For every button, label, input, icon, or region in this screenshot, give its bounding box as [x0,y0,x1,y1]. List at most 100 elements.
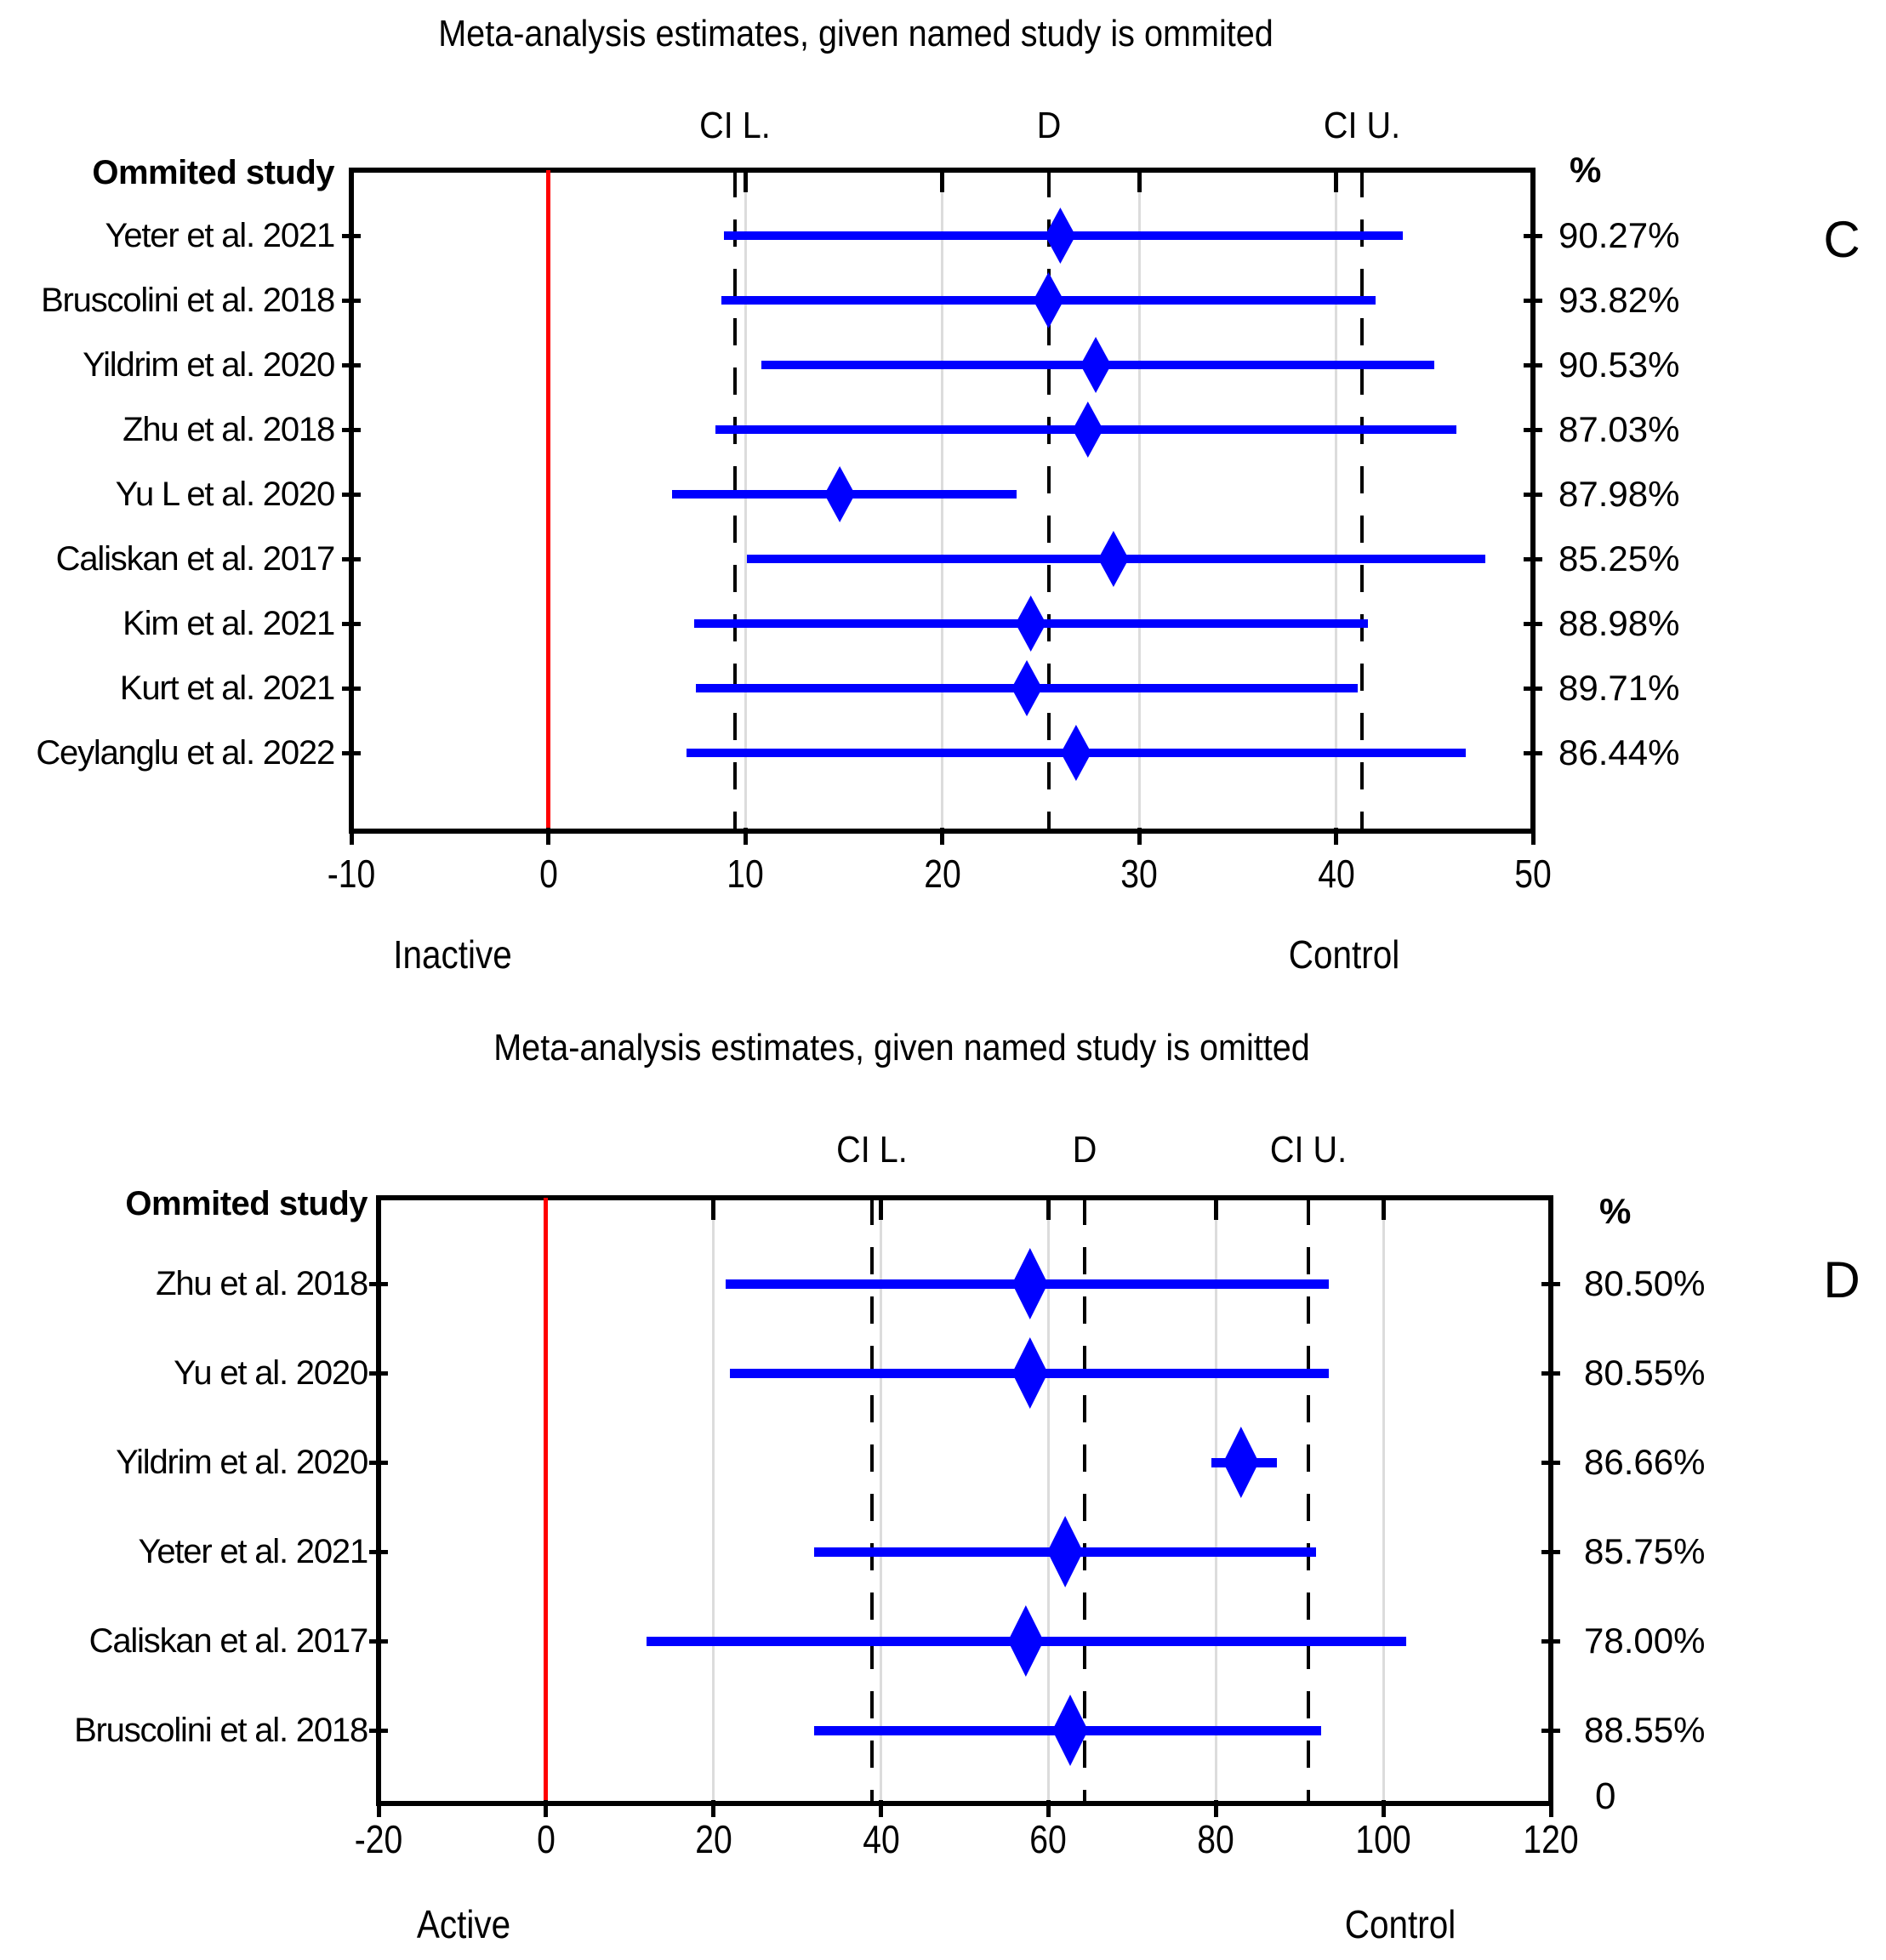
row-tick-left [342,427,361,432]
weight-value: 87.98% [1558,474,1680,514]
gridline [880,1198,883,1803]
panel-d-letter: D [1823,1251,1860,1308]
x-axis-tick [546,828,550,845]
panel-d-plot-area [376,1195,1553,1806]
row-tick-left [369,1549,388,1554]
row-tick-left [342,362,361,368]
top-axis-tick [1334,170,1338,192]
weight-value: 88.55% [1584,1710,1706,1750]
row-tick-left [342,686,361,691]
row-tick-left [369,1638,388,1644]
weight-value: 78.00% [1584,1621,1706,1661]
row-tick-right [1524,621,1542,626]
gridline [1046,1198,1050,1803]
x-tick-label: 40 [862,1817,900,1861]
panel-d-omitted-study-header: Ommited study [125,1185,368,1222]
x-tick-label: 100 [1355,1817,1411,1861]
x-tick-label: -20 [354,1817,403,1861]
weight-value: 80.55% [1584,1353,1706,1393]
panel-d-percent-header: % [1599,1191,1632,1231]
weight-value: 90.53% [1558,345,1680,385]
dashed-ci-lower-line [733,170,738,831]
x-tick-label: -10 [327,852,376,896]
x-axis-tick [879,1800,884,1817]
weight-value: 85.25% [1558,538,1680,578]
x-axis-tick [376,1800,381,1817]
gridline [1335,170,1337,831]
top-axis-tick [711,1198,716,1220]
row-tick-left [342,750,361,755]
zero-reference-line [544,1198,549,1803]
row-tick-right [1524,298,1542,303]
top-axis-tick [1046,1198,1051,1220]
row-tick-right [1524,427,1542,432]
panel-c-header-ci-lower: CI L. [699,105,772,146]
gridline [1137,170,1141,831]
x-axis-tick [349,828,354,845]
dashed-ci-upper-line [1306,1198,1310,1803]
x-tick-label: 0 [536,1817,556,1861]
x-axis-tick [1334,828,1338,845]
x-tick-label: 120 [1523,1817,1579,1861]
panel-c-axis-label-left: Inactive [393,932,512,977]
row-tick-left [369,1460,388,1465]
weight-value: 86.66% [1584,1442,1706,1482]
dashed-ci-upper-line [1359,170,1364,831]
row-tick-left [342,298,361,303]
weight-value: 80.50% [1584,1263,1706,1303]
x-axis-tick [544,1800,549,1817]
x-tick-label: 80 [1197,1817,1235,1861]
panel-d-axis-label-right: Control [1344,1902,1456,1946]
top-axis-tick [743,170,748,192]
x-tick-label: 10 [726,852,764,896]
study-label: Caliskan et al. 2017 [88,1622,369,1660]
zero-reference-line [546,170,550,831]
x-axis-tick [1137,828,1142,845]
row-tick-right [1524,750,1542,755]
row-tick-right [1541,1460,1560,1465]
weight-value: 88.98% [1558,603,1680,643]
x-axis-tick [1530,828,1536,845]
row-tick-right [1524,362,1542,368]
row-tick-left [369,1370,388,1376]
gridline [1214,1198,1217,1803]
row-tick-left [342,621,361,626]
study-label: Ceylanglu et al. 2022 [36,734,335,772]
row-tick-right [1524,492,1542,497]
study-label: Yildrim et al. 2020 [116,1444,368,1481]
gridline [1382,1198,1385,1803]
dashed-estimate-line [1082,1198,1086,1803]
x-tick-label: 20 [694,1817,732,1861]
study-label: Yeter et al. 2021 [138,1533,369,1570]
weight-value: 89.71% [1558,668,1680,708]
weight-value: 93.82% [1558,280,1680,320]
dashed-estimate-line [1046,170,1051,831]
study-label: Yu L et al. 2020 [115,476,336,513]
top-axis-tick [1137,170,1142,192]
x-tick-label: 0 [538,852,558,896]
x-tick-label: 50 [1514,852,1552,896]
x-axis-tick [711,1800,716,1817]
x-axis-tick [1213,1800,1218,1817]
top-axis-tick [1213,1198,1218,1220]
study-label: Zhu et al. 2018 [123,411,335,448]
weight-value: 86.44% [1558,732,1680,772]
row-tick-right [1541,1638,1560,1644]
x-axis-tick [1046,1800,1051,1817]
panel-d-zero-weight-label: 0 [1595,1775,1616,1817]
row-tick-right [1524,233,1542,238]
row-tick-right [1524,556,1542,561]
panel-d-axis-label-left: Active [416,1902,511,1946]
row-tick-left [369,1728,388,1733]
panel-c-header-estimate: D [1036,105,1061,146]
x-tick-label: 40 [1317,852,1355,896]
row-tick-right [1541,1728,1560,1733]
weight-value: 85.75% [1584,1531,1706,1571]
x-axis-tick [1381,1800,1386,1817]
study-label: Kim et al. 2021 [123,605,335,642]
weight-value: 90.27% [1558,215,1680,255]
row-tick-left [369,1281,388,1286]
top-axis-tick [1381,1198,1386,1220]
panel-c-title: Meta-analysis estimates, given named stu… [438,13,1273,54]
